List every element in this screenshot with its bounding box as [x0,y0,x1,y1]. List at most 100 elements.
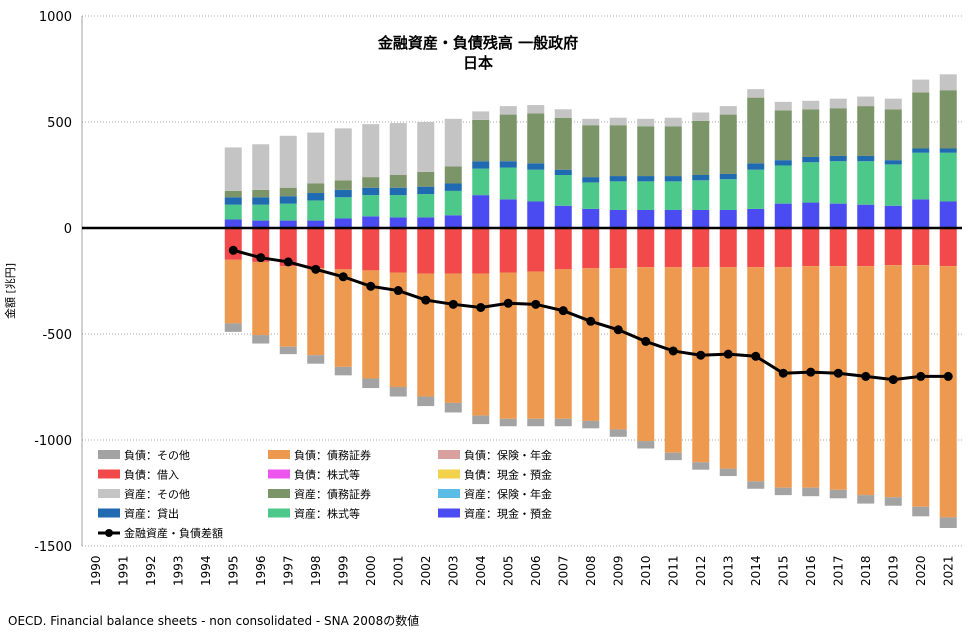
bar-segment [472,119,490,162]
bar-segment [499,228,517,273]
x-tick-label: 2005 [501,555,515,586]
bar-segment [527,113,545,164]
net-point [338,272,348,282]
bar-segment [444,118,462,167]
bar-segment [444,273,462,403]
bar-segment [637,209,655,228]
bar-segment [802,487,820,497]
bar-segment [444,228,462,274]
bar-segment [664,117,682,127]
bar-segment [444,183,462,191]
legend-label: 負債：現金・預金 [464,468,552,482]
bar-segment [472,168,490,196]
bar-segment [912,199,930,228]
net-point [943,371,953,381]
bar-segment [939,228,957,267]
bar-segment [224,323,242,332]
net-point [393,286,403,296]
bar-segment [637,118,655,127]
bar-segment [582,228,600,269]
bar-segment [224,259,242,324]
bar-segment [829,161,847,204]
bar-segment [389,195,407,218]
net-point [888,375,898,385]
bar-segment [554,205,572,228]
bar-segment [279,266,297,347]
bar-segment [747,267,765,482]
bar-segment [609,117,627,126]
legend-label: 資産：その他 [124,488,190,501]
bar-segment [499,161,517,168]
bar-segment [664,126,682,177]
x-tick-label: 1992 [144,555,158,586]
bar-segment [444,166,462,184]
bar-segment [692,209,710,228]
bar-segment [362,195,380,217]
bar-segment [692,462,710,470]
bar-segment [939,201,957,228]
bar-segment [252,335,270,344]
legend-label: 負債：借入 [124,468,179,482]
bar-segment [857,228,875,267]
bar-segment [499,114,517,162]
bar-segment [499,418,517,427]
bar-segment [939,90,957,149]
bar-segment [472,195,490,228]
bar-segment [857,96,875,107]
bar-segment [362,216,380,228]
bar-segment [747,163,765,170]
bar-segment [912,92,930,149]
bar-segment [499,272,517,419]
net-point [421,295,431,305]
x-tick-label: 2008 [584,555,598,586]
x-tick-label: 2018 [859,555,873,586]
chart-title: 金融資産・負債残高 一般政府 [377,34,578,52]
bar-segment [884,497,902,506]
bar-segment [609,228,627,269]
bar-segment [829,228,847,267]
net-point [806,367,816,377]
bar-segment [719,173,737,180]
x-tick-label: 1993 [171,555,185,586]
net-point [476,303,486,312]
bar-segment [417,273,435,397]
bar-segment [252,144,270,190]
bar-segment [527,201,545,228]
bar-segment [389,387,407,397]
bar-segment [939,152,957,202]
bar-segment [829,155,847,162]
legend-marker [105,529,113,537]
bar-segment [252,261,270,336]
chart-subtitle: 日本 [463,54,493,72]
legend-swatch [438,489,460,498]
bar-segment [252,204,270,221]
x-tick-label: 1995 [226,555,240,586]
bar-segment [279,228,297,267]
bar-segment [417,396,435,407]
bar-segment [774,203,792,228]
y-tick-label: -1000 [34,434,72,449]
bar-segment [829,489,847,499]
bar-segment [417,122,435,172]
bar-segment [829,98,847,109]
bar-segment [224,147,242,191]
bar-segment [609,181,627,210]
legend-label: 負債：その他 [124,448,190,462]
legend-label: 負債：債務証券 [294,448,371,462]
bar-segment [307,200,325,221]
bar-segment [362,124,380,178]
bar-segment [307,132,325,184]
bar-segment [554,169,572,175]
bar-segment [884,109,902,161]
x-tick-label: 2016 [804,555,818,586]
net-point [503,298,513,308]
bar-segment [884,164,902,206]
net-point [641,336,651,346]
bar-segment [389,123,407,175]
bar-segment [802,156,820,163]
bar-segment [252,228,270,262]
bar-segment [939,148,957,153]
bar-segment [912,152,930,200]
bar-segment [499,167,517,200]
legend-swatch [268,469,290,479]
